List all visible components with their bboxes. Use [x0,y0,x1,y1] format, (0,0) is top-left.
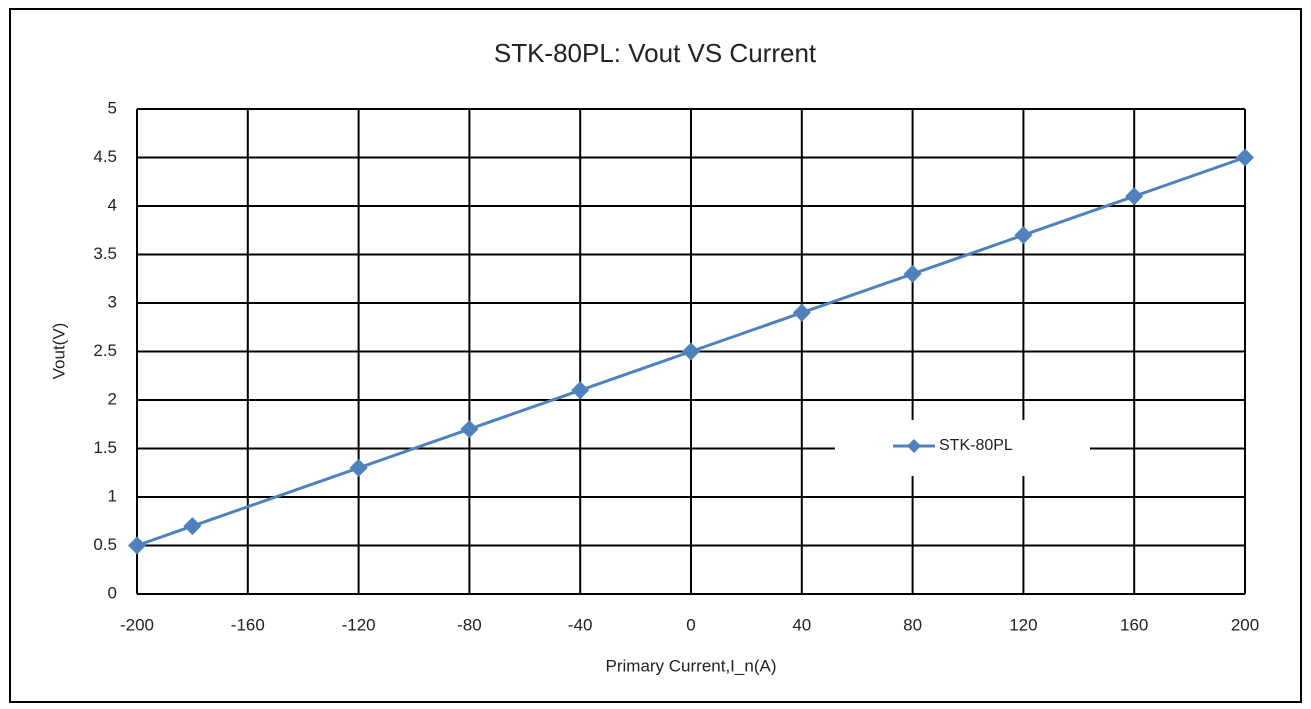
y-tick-label: 4 [108,195,117,214]
chart-title: STK-80PL: Vout VS Current [494,38,817,68]
data-point [682,342,700,361]
x-tick-label: 160 [1120,615,1148,634]
y-tick-label: 4.5 [93,147,117,166]
y-axis-label: Vout(V) [49,323,68,380]
legend-label: STK-80PL [939,437,1013,454]
x-axis-label: Primary Current,I_n(A) [606,656,777,675]
data-point [128,536,146,555]
data-point [349,458,368,477]
y-tick-label: 2.5 [93,341,117,360]
x-tick-label: -160 [231,615,265,634]
x-tick-label: -120 [342,615,376,634]
data-point [1014,226,1033,245]
x-tick-label: 40 [792,615,811,634]
data-point [903,264,922,283]
x-tick-label: -200 [120,615,154,634]
x-tick-label: 120 [1009,615,1037,634]
x-tick-label: -80 [457,615,482,634]
y-tick-label: 3.5 [93,244,117,263]
legend-box [835,420,1090,476]
legend-marker [907,439,921,453]
y-tick-label: 5 [108,98,117,117]
x-tick-label: 80 [903,615,922,634]
data-point [1125,187,1144,206]
x-tick-label: -40 [568,615,593,634]
data-point [183,517,202,536]
y-tick-label: 1 [108,486,117,505]
data-point [571,381,590,400]
y-tick-label: 3 [108,292,117,311]
y-tick-label: 2 [108,389,117,408]
chart-frame [9,8,1302,703]
data-point [1236,148,1254,167]
y-tick-label: 1.5 [93,438,117,457]
data-point [460,420,479,439]
x-tick-label: 200 [1231,615,1259,634]
data-point [792,303,811,322]
y-tick-label: 0.5 [93,535,117,554]
x-tick-label: 0 [686,615,695,634]
y-tick-label: 0 [108,583,117,602]
